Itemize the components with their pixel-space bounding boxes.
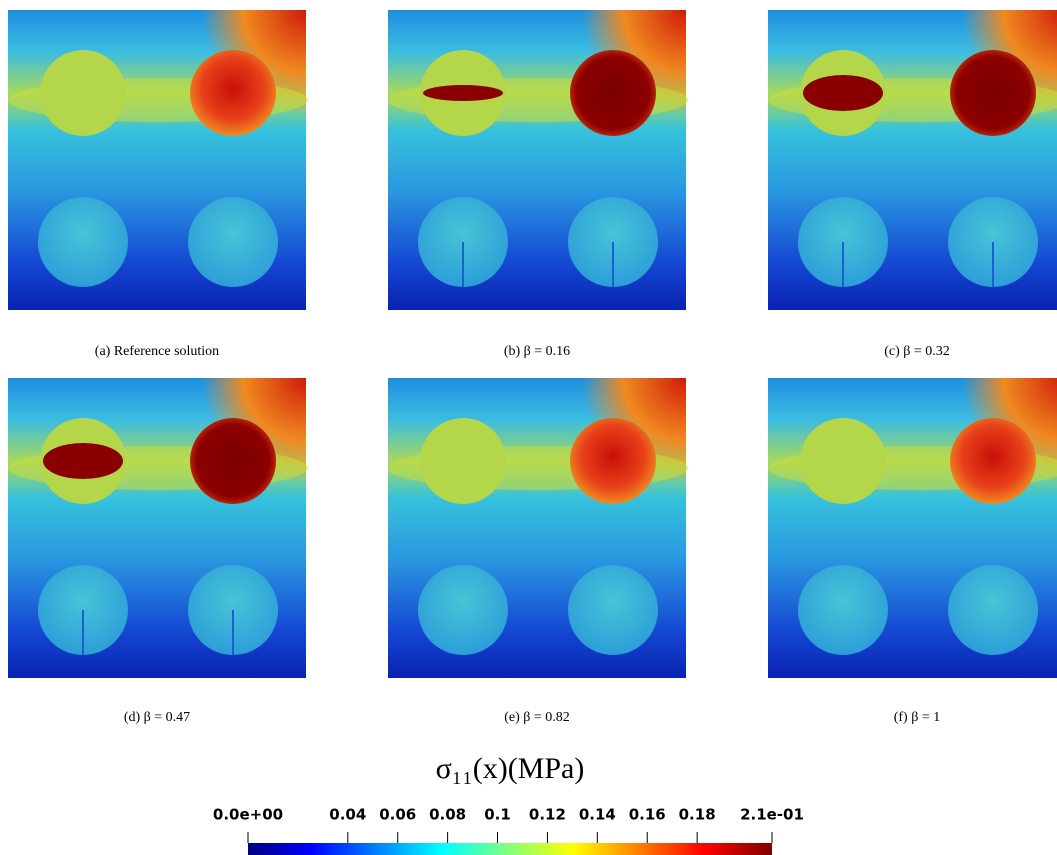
panel-caption: (d) β = 0.47	[124, 710, 190, 725]
inclusion	[420, 418, 506, 504]
inclusion	[418, 565, 508, 655]
heatmap	[388, 10, 688, 310]
colorbar-tick-label: 0.06	[379, 806, 416, 824]
panel-caption: (e) β = 0.82	[504, 710, 570, 725]
inclusion	[950, 50, 1036, 136]
colorbar-tick-label: 0.14	[579, 806, 616, 824]
colorbar-tick-label: 0.04	[329, 806, 366, 824]
inclusion	[570, 418, 656, 504]
panel-caption: (c) β = 0.32	[884, 344, 950, 359]
inclusion	[568, 565, 658, 655]
inclusion	[40, 50, 126, 136]
colorbar-tick-label: 0.08	[429, 806, 466, 824]
inclusion-hotspot	[423, 85, 503, 101]
colorbar-tick-label: 0.16	[629, 806, 666, 824]
inclusion	[570, 50, 656, 136]
colorbar-tick-label: 0.0e+00	[213, 806, 283, 824]
colorbar-tick-label: 0.1	[484, 806, 511, 824]
inclusion	[38, 197, 128, 287]
heatmap	[768, 10, 1057, 310]
inclusion	[190, 50, 276, 136]
inclusion	[950, 418, 1036, 504]
panel-caption: (a) Reference solution	[95, 344, 219, 359]
inclusion	[188, 197, 278, 287]
colorbar-tick-label: 0.12	[529, 806, 566, 824]
inclusion-hotspot	[43, 443, 123, 479]
inclusion	[190, 418, 276, 504]
inclusion	[948, 565, 1038, 655]
panel-caption: (b) β = 0.16	[504, 344, 570, 359]
heatmap	[388, 378, 688, 678]
inclusion-hotspot	[803, 75, 883, 111]
heatmap	[8, 378, 308, 678]
colorbar-tick-label: 0.18	[679, 806, 716, 824]
heatmap	[8, 10, 308, 310]
panel-caption: (f) β = 1	[894, 710, 941, 725]
colorbar-tick-label: 2.1e-01	[740, 806, 804, 824]
colorbar-title: σ₁₁(x)(MPa)	[436, 752, 585, 785]
inclusion	[800, 418, 886, 504]
heatmap	[768, 378, 1057, 678]
inclusion	[798, 565, 888, 655]
colorbar	[248, 843, 772, 855]
